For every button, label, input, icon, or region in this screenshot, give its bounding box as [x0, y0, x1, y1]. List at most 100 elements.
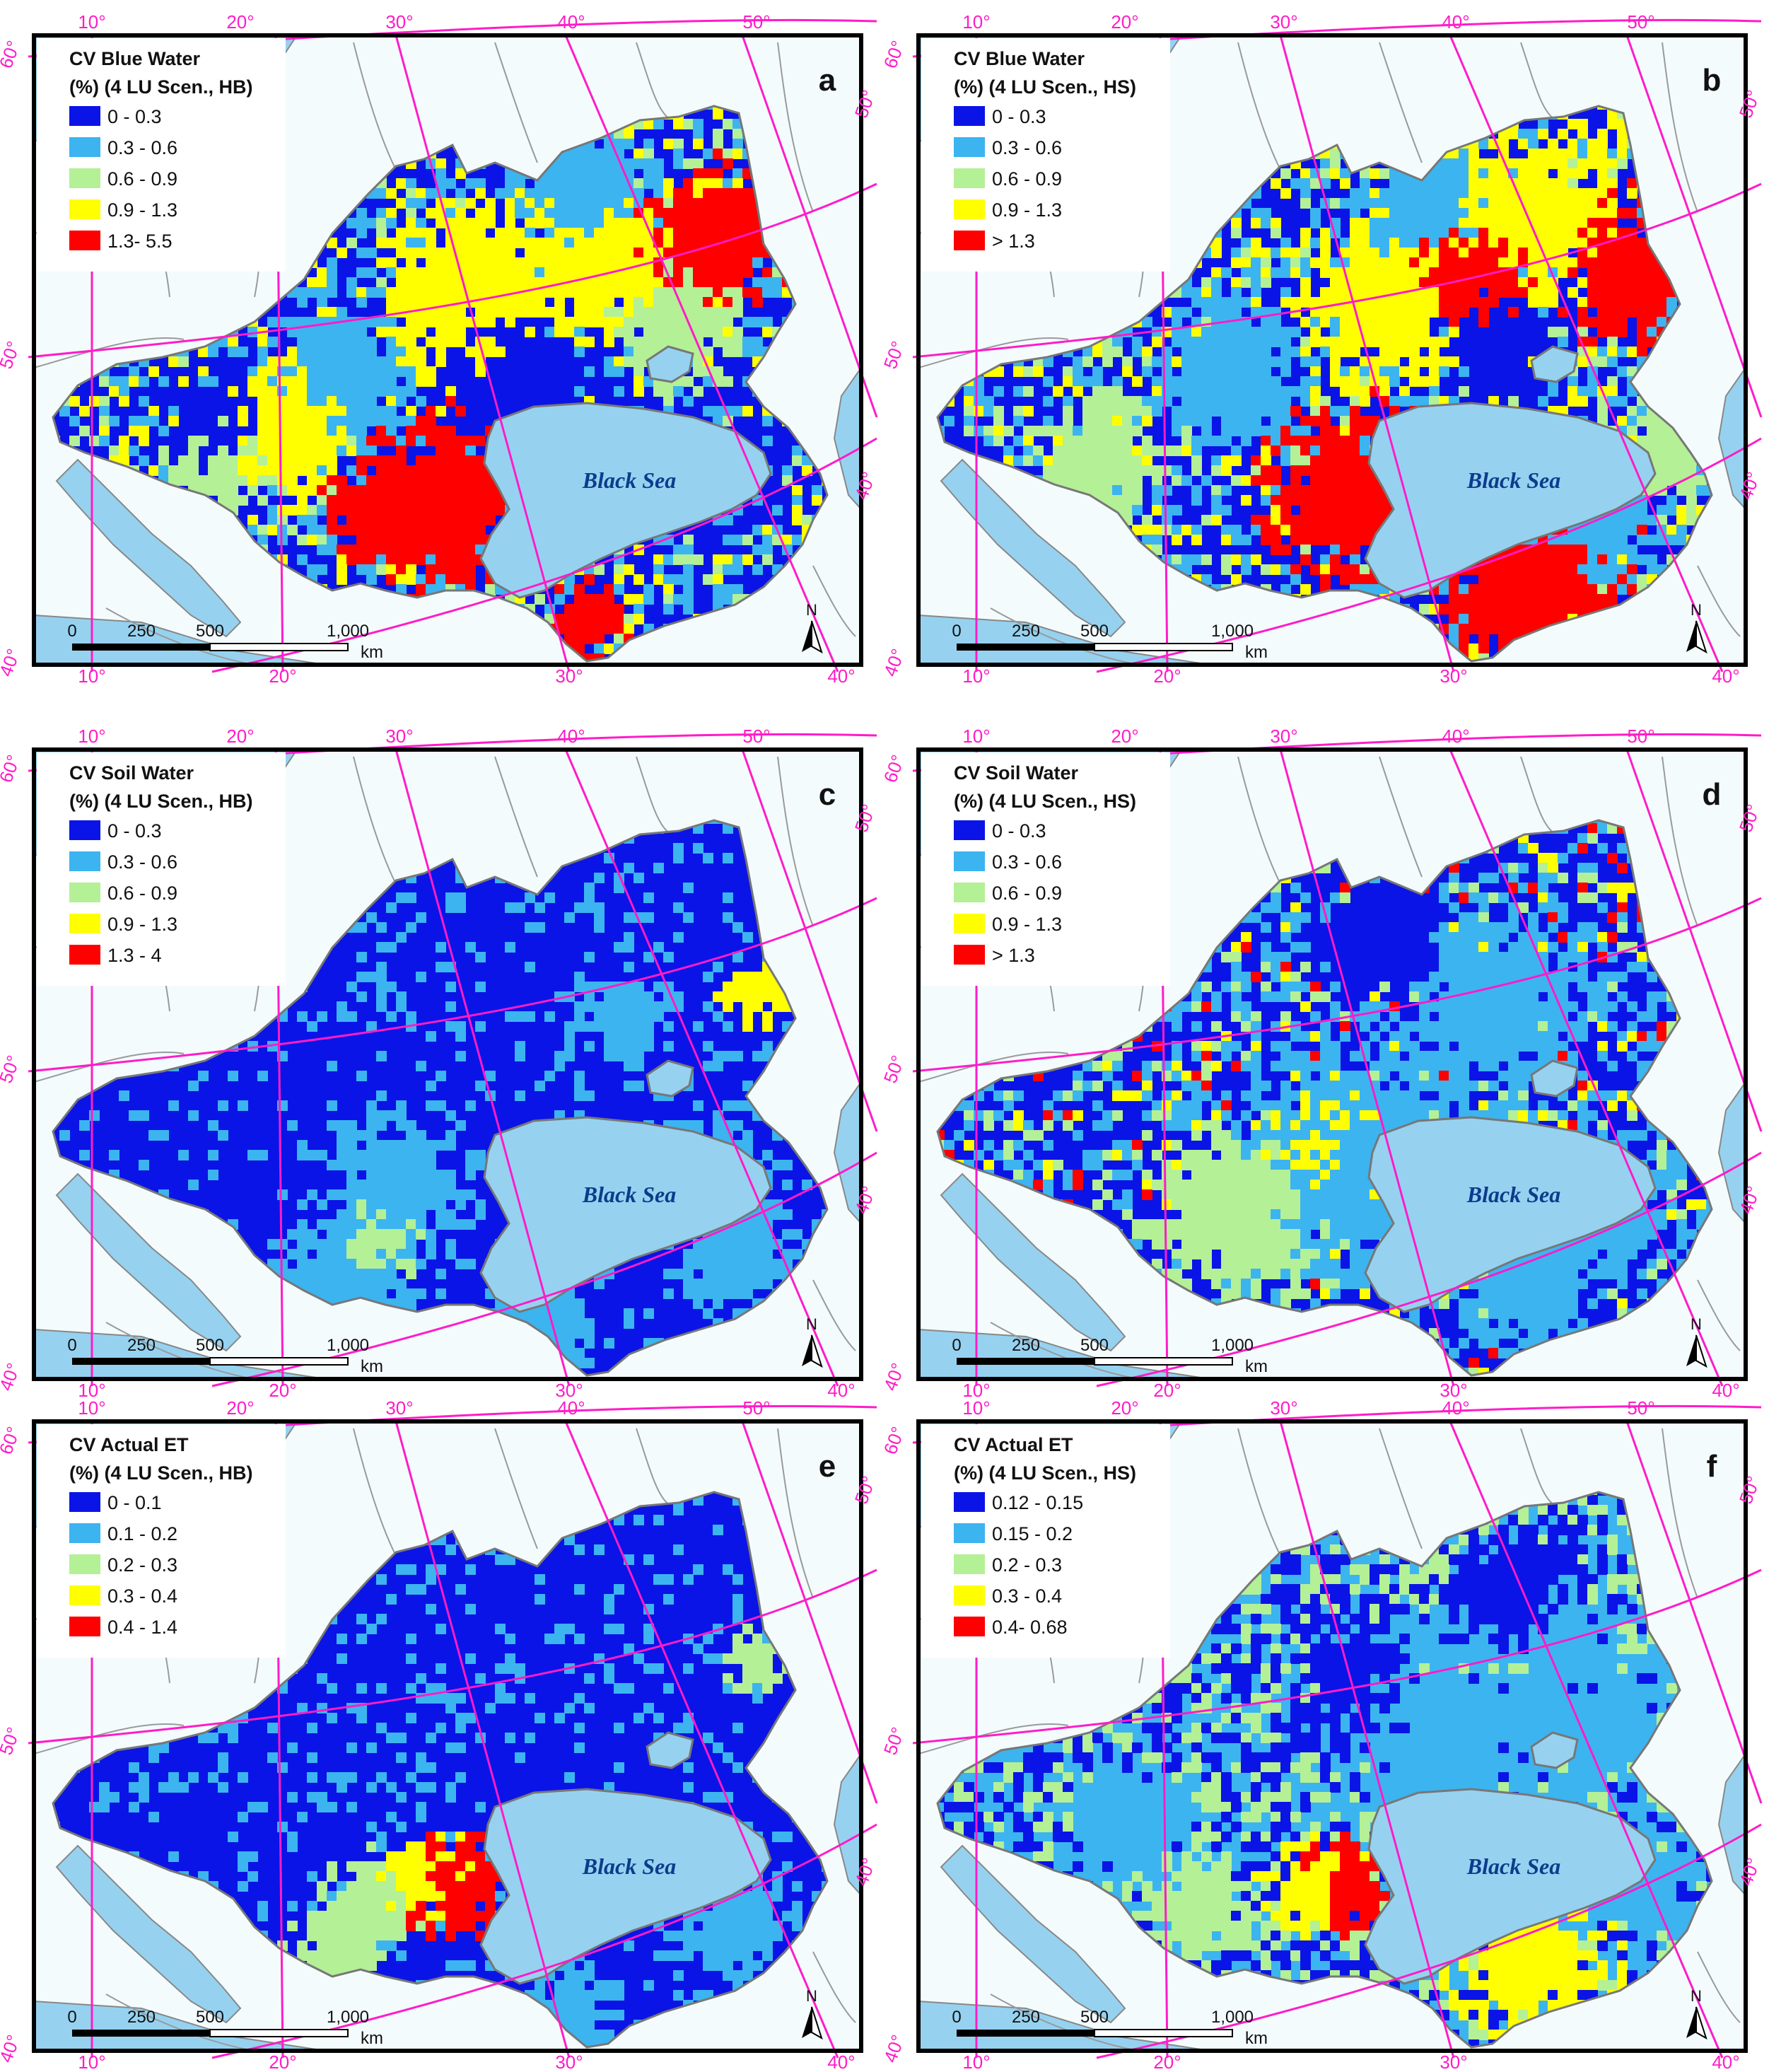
legend-a: CV Blue Water(%) (4 LU Scen., HB)0 - 0.3…	[37, 38, 286, 272]
legend-label-5: 1.3- 5.5	[107, 231, 173, 252]
north-label: N	[806, 1987, 817, 2005]
lon-label-top: 50°	[742, 11, 770, 33]
scale-tick: 1,000	[1211, 2008, 1254, 2027]
map-canvas-c: Black Sea10°20°30°40°50°10°20°30°40°60°5…	[0, 714, 884, 1400]
scale-tick: 0	[67, 2008, 76, 2027]
legend-title: CV Actual ET	[69, 1434, 189, 1455]
legend-swatch-2	[954, 1523, 985, 1543]
legend-label-2: 0.3 - 0.6	[992, 137, 1062, 158]
lon-label-top: 20°	[1111, 1397, 1138, 1419]
legend-swatch-1	[954, 1492, 985, 1512]
scale-tick: 250	[127, 622, 156, 641]
legend-label-5: > 1.3	[992, 945, 1035, 966]
legend-swatch-4	[69, 199, 100, 219]
lon-label-bottom: 30°	[555, 665, 583, 687]
legend-label-1: 0 - 0.3	[992, 820, 1046, 842]
legend-swatch-3	[954, 1554, 985, 1574]
legend-label-3: 0.2 - 0.3	[992, 1554, 1062, 1576]
lat-label-left: 40°	[0, 2032, 24, 2065]
legend-swatch-5	[954, 945, 985, 965]
legend-swatch-3	[954, 168, 985, 188]
legend-label-1: 0.12 - 0.15	[992, 1492, 1083, 1513]
legend-swatch-5	[69, 1617, 100, 1636]
legend-swatch-5	[954, 1617, 985, 1636]
north-label: N	[1691, 1315, 1702, 1333]
legend-title: (%) (4 LU Scen., HB)	[69, 791, 253, 812]
scale-tick: 250	[127, 2008, 156, 2027]
legend-label-1: 0 - 0.1	[107, 1492, 162, 1513]
lon-label-top: 50°	[1627, 1397, 1654, 1419]
map-canvas-b: Black Sea10°20°30°40°50°10°20°30°40°60°5…	[884, 0, 1769, 686]
lon-label-top: 10°	[962, 11, 990, 33]
legend-swatch-1	[954, 820, 985, 840]
lon-label-top: 30°	[385, 726, 413, 747]
lon-label-bottom: 40°	[827, 2051, 855, 2072]
legend-swatch-5	[954, 231, 985, 250]
legend-swatch-2	[954, 851, 985, 871]
legend-e: CV Actual ET(%) (4 LU Scen., HB)0 - 0.10…	[37, 1424, 286, 1658]
scale-tick: 1,000	[327, 2008, 369, 2027]
legend-title: (%) (4 LU Scen., HS)	[954, 76, 1136, 98]
lat-label-left: 60°	[0, 37, 24, 71]
scale-tick: 1,000	[1211, 622, 1254, 641]
legend-d: CV Soil Water(%) (4 LU Scen., HS)0 - 0.3…	[921, 752, 1170, 986]
panel-letter: c	[819, 777, 836, 812]
legend-swatch-4	[954, 914, 985, 933]
legend-label-3: 0.6 - 0.9	[992, 168, 1062, 190]
legend-swatch-4	[69, 1585, 100, 1605]
sea-label: Black Sea	[1466, 1182, 1560, 1207]
lon-label-top: 40°	[1442, 11, 1469, 33]
scale-unit: km	[1245, 643, 1268, 662]
lon-label-top: 20°	[1111, 11, 1138, 33]
lon-label-top: 40°	[557, 11, 585, 33]
panel-letter: f	[1707, 1449, 1717, 1484]
map-canvas-a: Black Sea10°20°30°40°50°10°20°30°40°60°5…	[0, 0, 884, 686]
legend-label-4: 0.9 - 1.3	[992, 914, 1062, 935]
lon-label-top: 50°	[1627, 11, 1654, 33]
north-label: N	[806, 601, 817, 619]
legend-swatch-3	[69, 168, 100, 188]
lon-label-bottom: 40°	[827, 665, 855, 687]
lon-label-bottom: 20°	[269, 2051, 296, 2072]
legend-swatch-3	[69, 1554, 100, 1574]
scale-tick: 250	[1012, 2008, 1040, 2027]
scale-tick: 1,000	[327, 1336, 369, 1355]
lon-label-top: 20°	[1111, 726, 1138, 747]
lon-label-top: 30°	[1270, 11, 1297, 33]
lat-label-left: 60°	[0, 1424, 24, 1457]
legend-swatch-1	[69, 106, 100, 126]
sea-label: Black Sea	[1466, 1853, 1560, 1879]
lon-label-top: 30°	[385, 11, 413, 33]
legend-f: CV Actual ET(%) (4 LU Scen., HS)0.12 - 0…	[921, 1424, 1170, 1658]
scale-unit: km	[361, 1357, 383, 1376]
legend-b: CV Blue Water(%) (4 LU Scen., HS)0 - 0.3…	[921, 38, 1170, 272]
legend-swatch-1	[69, 1492, 100, 1512]
lon-label-bottom: 10°	[78, 665, 105, 687]
scale-tick: 250	[1012, 1336, 1040, 1355]
scale-unit: km	[361, 2029, 383, 2048]
lon-label-bottom: 10°	[962, 665, 990, 687]
legend-label-2: 0.3 - 0.6	[992, 851, 1062, 873]
legend-label-3: 0.6 - 0.9	[107, 883, 177, 904]
map-canvas-d: Black Sea10°20°30°40°50°10°20°30°40°60°5…	[884, 714, 1769, 1400]
scale-tick: 500	[1080, 1336, 1109, 1355]
sea-label: Black Sea	[582, 1853, 676, 1879]
legend-swatch-3	[69, 883, 100, 902]
legend-swatch-3	[954, 883, 985, 902]
panel-letter: d	[1703, 777, 1722, 812]
lon-label-top: 20°	[226, 726, 254, 747]
scale-tick: 0	[67, 622, 76, 641]
legend-title: CV Blue Water	[954, 48, 1085, 69]
lon-label-top: 30°	[1270, 1397, 1297, 1419]
legend-title: CV Actual ET	[954, 1434, 1073, 1455]
legend-swatch-4	[69, 914, 100, 933]
lon-label-top: 10°	[78, 1397, 105, 1419]
legend-swatch-2	[69, 137, 100, 157]
legend-title: CV Soil Water	[954, 762, 1079, 784]
legend-label-2: 0.1 - 0.2	[107, 1523, 177, 1544]
legend-swatch-2	[954, 137, 985, 157]
